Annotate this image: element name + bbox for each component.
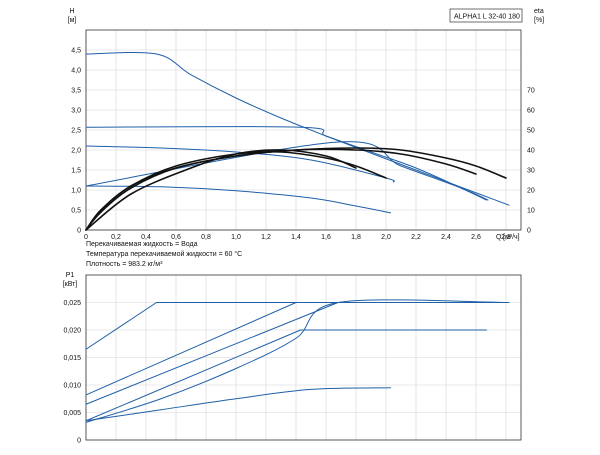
p1-tick-label: 0 [77, 438, 81, 445]
fluid-note: Перекачиваемая жидкость = Вода [86, 241, 198, 248]
power-curve [85, 329, 487, 422]
x-tick-label: 0,8 [201, 234, 211, 241]
power-curve [85, 302, 510, 405]
eta-tick-label: 70 [527, 88, 535, 95]
top-y-ticks: 0 0,5 1,0 1,5 2,0 2,5 3,0 3,5 4,0 4,5 [71, 48, 81, 235]
x-tick-label: 0,6 [171, 234, 181, 241]
top-x-ticks: 0 0,2 0,4 0,6 0,8 1,0 1,2 1,4 1,6 1,8 2,0 2,2 2,4 2,6… [84, 234, 511, 241]
density-note: Плотность = 983.2 кг/м³ [86, 261, 163, 268]
q-axis-unit: [м³/ч] [503, 234, 520, 241]
x-tick-label: 2,8 [501, 234, 511, 241]
p1-axis-label: P1 [66, 272, 75, 279]
h-tick-label: 2,5 [71, 128, 81, 135]
h-tick-label: 3,5 [71, 88, 81, 95]
head-efficiency-curve [85, 149, 357, 231]
p1-axis-unit: [кВт] [63, 281, 78, 288]
h-tick-label: 1,5 [71, 168, 81, 175]
top-chart-grid [85, 30, 521, 231]
eta-tick-label: 0 [527, 228, 531, 235]
h-tick-label: 0 [77, 228, 81, 235]
h-axis-label: H [69, 8, 74, 15]
h-axis-unit: [м] [68, 17, 77, 24]
p1-tick-label: 0,020 [63, 328, 81, 335]
h-tick-label: 0,5 [71, 208, 81, 215]
x-tick-label: 2,0 [381, 234, 391, 241]
h-tick-label: 3,0 [71, 108, 81, 115]
x-tick-label: 0 [84, 234, 88, 241]
x-tick-label: 1,4 [291, 234, 301, 241]
power-curve [85, 302, 510, 396]
bottom-chart-series [85, 299, 510, 423]
power-curve [85, 302, 510, 350]
h-tick-label: 2,0 [71, 148, 81, 155]
p1-tick-label: 0,015 [63, 355, 81, 362]
eta-tick-label: 40 [527, 148, 535, 155]
bottom-chart-grid [85, 275, 521, 441]
eta-tick-label: 30 [527, 168, 535, 175]
top-y2-ticks: 0 10 20 30 40 50 60 70 [527, 88, 535, 235]
q-axis-label: Q [496, 234, 502, 241]
power-curve [85, 299, 510, 423]
eta-tick-label: 60 [527, 108, 535, 115]
x-tick-label: 2,6 [471, 234, 481, 241]
head-efficiency-curve [85, 148, 477, 231]
p1-tick-label: 0,005 [63, 410, 81, 417]
p1-tick-label: 0,025 [63, 300, 81, 307]
top-chart-series [85, 51, 510, 231]
x-tick-label: 1,0 [231, 234, 241, 241]
temperature-note: Температура перекачиваемой жидкости = 60… [86, 250, 242, 258]
bottom-chart-frame [85, 274, 522, 441]
eta-tick-label: 10 [527, 208, 535, 215]
eta-tick-label: 50 [527, 128, 535, 135]
x-tick-label: 1,6 [321, 234, 331, 241]
power-curve [85, 387, 391, 422]
legend-box-label: ALPHA1 L 32-40 180 [454, 14, 520, 21]
top-chart-frame [85, 29, 522, 231]
head-curve [85, 185, 391, 214]
eta-tick-label: 20 [527, 188, 535, 195]
x-tick-label: 1,2 [261, 234, 271, 241]
x-tick-label: 1,8 [351, 234, 361, 241]
h-tick-label: 4,5 [71, 48, 81, 55]
bottom-y-ticks: 0 0,005 0,010 0,015 0,020 0,025 [63, 300, 81, 445]
p1-tick-label: 0,010 [63, 383, 81, 390]
x-tick-label: 2,2 [411, 234, 421, 241]
x-tick-label: 2,4 [441, 234, 451, 241]
eta-axis-unit: [%] [534, 17, 544, 24]
x-tick-label: 0,4 [141, 234, 151, 241]
x-tick-label: 0,2 [111, 234, 121, 241]
eta-axis-label: eta [534, 8, 544, 15]
h-tick-label: 4,0 [71, 68, 81, 75]
h-tick-label: 1,0 [71, 188, 81, 195]
legend-box [449, 8, 523, 23]
